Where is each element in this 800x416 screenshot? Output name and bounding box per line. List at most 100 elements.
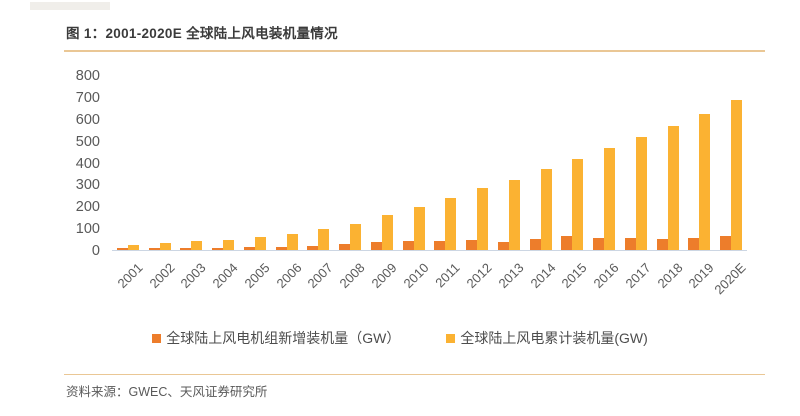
x-tick-label-2010: 2010	[400, 260, 432, 292]
bar-new-2016	[593, 237, 605, 250]
bar-group-2008	[339, 223, 362, 250]
bar-new-2002	[148, 248, 160, 250]
bar-group-2011	[434, 197, 457, 250]
bar-group-2010	[402, 206, 425, 250]
bar-cumulative-2005	[254, 237, 266, 250]
y-tick-label: 0	[91, 243, 100, 259]
x-tick-label-2003: 2003	[177, 260, 209, 292]
bar-group-2007	[307, 229, 330, 250]
bar-group-2018	[656, 125, 679, 250]
legend-swatch-new	[152, 333, 162, 343]
bar-new-2009	[370, 241, 382, 250]
bar-cumulative-2012	[477, 188, 489, 250]
legend-swatch-cumulative	[446, 333, 456, 343]
bar-new-2007	[307, 245, 319, 250]
figure-title: 图 1：2001-2020E 全球陆上风电装机量情况	[66, 26, 338, 41]
bar-new-2017	[624, 238, 636, 250]
bar-cumulative-2001	[127, 244, 139, 250]
bar-cumulative-2017	[635, 137, 647, 250]
x-tick-label-2008: 2008	[336, 260, 368, 292]
chart-legend: 全球陆上风电机组新增装机量（GW） 全球陆上风电累计装机量(GW)	[0, 328, 800, 348]
bar-group-2013	[497, 180, 520, 250]
bar-group-2002	[148, 243, 171, 250]
x-tick-label-2018: 2018	[654, 260, 686, 292]
y-tick-label: 600	[75, 111, 100, 128]
y-tick-label: 300	[75, 177, 100, 194]
bar-cumulative-2013	[508, 180, 520, 250]
bar-new-2004	[212, 248, 224, 250]
x-tick-label-2017: 2017	[622, 260, 654, 292]
bar-new-2019	[688, 237, 700, 250]
bar-new-2012	[466, 240, 478, 250]
bar-cumulative-2006	[286, 233, 298, 250]
bar-group-2003	[180, 241, 203, 250]
bar-cumulative-2002	[159, 243, 171, 250]
bar-group-2016	[593, 147, 616, 250]
bar-cumulative-2014	[540, 169, 552, 250]
bar-cumulative-2003	[191, 241, 203, 250]
x-tick-label-2012: 2012	[463, 260, 495, 292]
bar-new-2014	[529, 238, 541, 250]
bar-new-2008	[339, 244, 351, 250]
x-tick-label-2005: 2005	[241, 260, 273, 292]
x-tick-label-2007: 2007	[304, 260, 336, 292]
footer-divider	[64, 374, 765, 375]
bar-cumulative-2008	[350, 223, 362, 250]
y-tick-label: 400	[75, 155, 100, 172]
bar-group-2009	[370, 215, 393, 250]
bar-new-2011	[434, 241, 446, 250]
source-note: 资料来源：GWEC、天风证券研究所	[66, 385, 268, 399]
bar-cumulative-2007	[318, 229, 330, 250]
x-tick-label-2020E: 2020E	[711, 260, 749, 298]
bar-cumulative-2019	[699, 114, 711, 250]
bar-cumulative-2015	[572, 158, 584, 250]
y-tick-label: 800	[75, 68, 100, 84]
bar-chart: 800 700 600 500 400 300 200 100 0 2001 2002 2003 20…	[75, 68, 749, 300]
bar-new-2015	[561, 236, 573, 250]
bar-new-2010	[402, 241, 414, 250]
bar-group-2006	[275, 233, 298, 250]
y-tick-label: 200	[75, 199, 100, 216]
x-tick-label-2001: 2001	[114, 260, 146, 292]
x-tick-label-2013: 2013	[495, 260, 527, 292]
bar-new-2003	[180, 248, 192, 250]
x-tick-label-2015: 2015	[558, 260, 590, 292]
x-tick-label-2004: 2004	[209, 260, 241, 292]
x-tick-label-2002: 2002	[146, 260, 178, 292]
bar-group-2019	[688, 114, 711, 250]
bar-cumulative-2011	[445, 197, 457, 250]
bar-cumulative-2018	[667, 125, 679, 250]
x-tick-label-2009: 2009	[368, 260, 400, 292]
x-tick-label-2016: 2016	[590, 260, 622, 292]
bar-group-2017	[624, 137, 647, 250]
title-divider	[64, 50, 765, 52]
x-tick-label-2006: 2006	[273, 260, 305, 292]
bar-new-2013	[497, 242, 509, 250]
bar-cumulative-2020E	[731, 99, 743, 250]
plot-area	[112, 76, 747, 251]
bar-cumulative-2009	[381, 215, 393, 250]
bar-cumulative-2004	[223, 239, 235, 250]
bar-group-2020E	[720, 99, 743, 250]
bar-new-2018	[656, 238, 668, 250]
legend-label-new: 全球陆上风电机组新增装机量（GW）	[166, 330, 401, 346]
legend-item-cumulative: 全球陆上风电累计装机量(GW)	[446, 328, 648, 348]
y-tick-label: 500	[75, 133, 100, 150]
bar-group-2015	[561, 158, 584, 250]
bar-group-2001	[116, 244, 139, 250]
legend-label-cumulative: 全球陆上风电累计装机量(GW)	[460, 330, 648, 346]
x-tick-label-2011: 2011	[432, 260, 463, 291]
x-axis: 2001 2002 2003 2004 2005 2006 2007 2008 2009 2010…	[112, 252, 749, 300]
bar-group-2004	[212, 239, 235, 250]
legend-item-new: 全球陆上风电机组新增装机量（GW）	[152, 328, 400, 348]
bar-cumulative-2016	[604, 147, 616, 250]
bar-group-2005	[243, 237, 266, 250]
bar-new-2001	[116, 248, 128, 250]
bar-cumulative-2010	[413, 206, 425, 250]
y-tick-label: 100	[75, 221, 100, 238]
y-tick-label: 700	[75, 89, 100, 106]
bar-group-2014	[529, 169, 552, 250]
bar-new-2006	[275, 246, 287, 250]
scan-artifact	[30, 2, 110, 10]
